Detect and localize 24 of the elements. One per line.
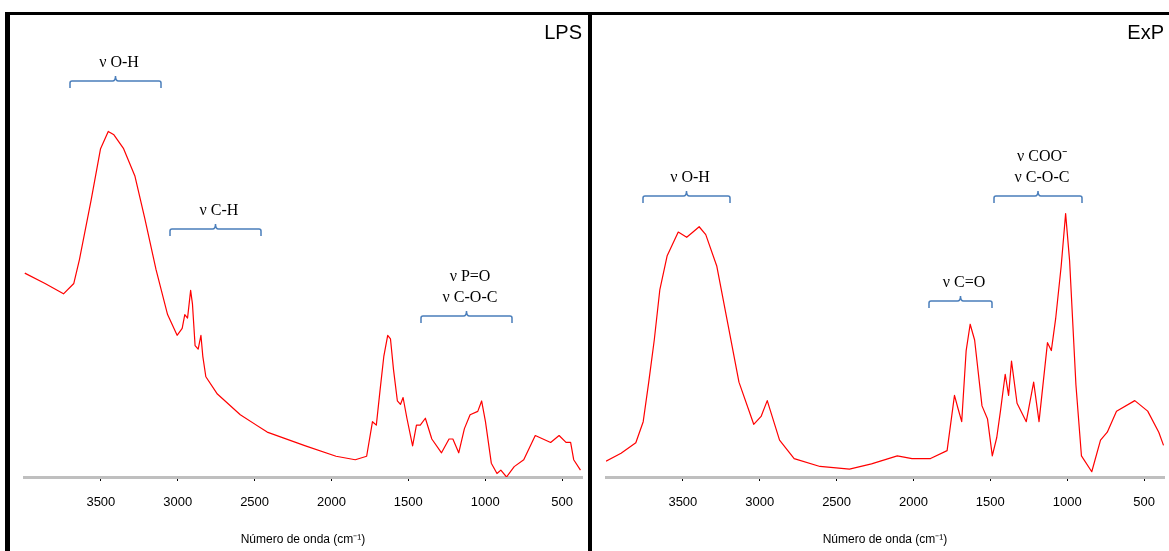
x-axis-title: Número de onda (cm⁻¹) <box>240 532 366 547</box>
annotation: ν C-H <box>199 201 239 219</box>
x-tick-label: 3000 <box>163 494 193 510</box>
x-tick-label: 500 <box>551 494 573 510</box>
x-tick-label: 3500 <box>668 494 698 510</box>
annotation: ν C=O <box>942 273 986 291</box>
x-axis-title: Número de onda (cm⁻¹) <box>822 532 948 547</box>
text: ν COO⁻ ν C-O-C <box>1014 147 1070 186</box>
annotation: ν P=O ν C-O-C <box>442 267 498 306</box>
x-tick-label: 2500 <box>240 494 270 510</box>
x-tick-label: 1000 <box>470 494 500 510</box>
x-tick-label: 1000 <box>1052 494 1082 510</box>
x-tick-label: 1500 <box>975 494 1005 510</box>
text: ν O-H <box>670 168 711 186</box>
x-tick-label: 2000 <box>898 494 928 510</box>
x-tick-label: 500 <box>1133 494 1155 510</box>
text: ν O-H <box>99 53 140 71</box>
x-tick-label: 3000 <box>745 494 775 510</box>
chart-title: ExP <box>1127 20 1164 43</box>
x-tick-label: 3500 <box>86 494 116 510</box>
x-tick-label: 1500 <box>393 494 423 510</box>
x-tick-label: 2500 <box>822 494 852 510</box>
chart-title: LPS <box>544 20 582 43</box>
x-tick-label: 2000 <box>316 494 346 510</box>
